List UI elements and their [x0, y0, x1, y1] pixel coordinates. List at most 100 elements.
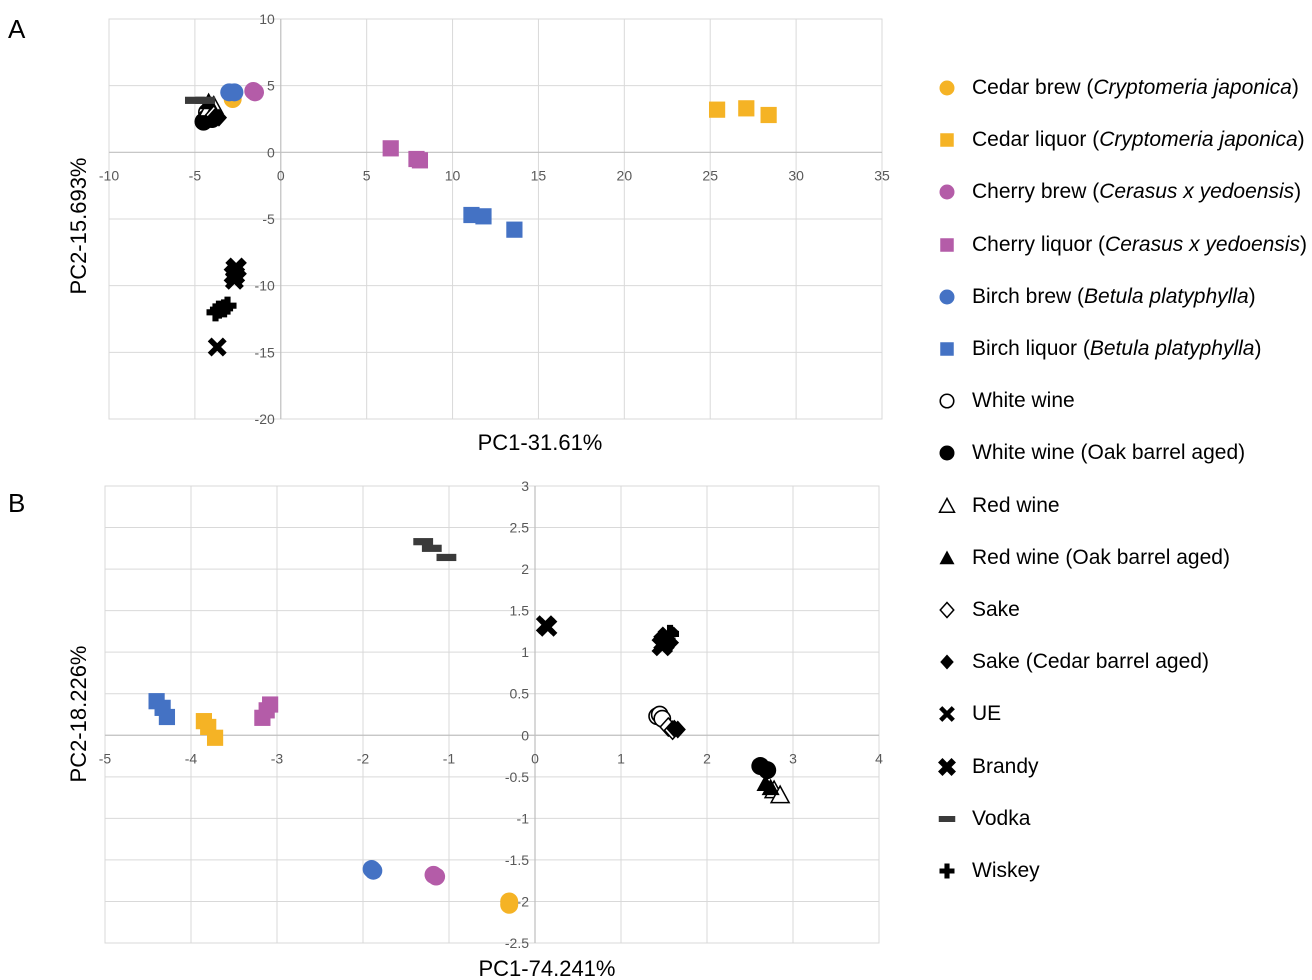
legend-marker: [939, 289, 955, 305]
legend-marker: [939, 393, 955, 409]
y-tick-label: -1.5: [505, 852, 529, 868]
x-tick-label: -5: [189, 167, 202, 183]
legend-item-birch-brew: Birch brew (Betula platyphylla): [930, 271, 1256, 323]
x-tick-label: 35: [874, 167, 890, 183]
legend-label-tail: ): [1254, 337, 1262, 360]
x-tick-label: -4: [185, 750, 198, 766]
series-birch-liquor: [148, 693, 176, 726]
legend-marker-wiskey: [939, 863, 955, 879]
legend-marker-sake: [939, 601, 955, 619]
legend-label-tail: ): [1297, 128, 1305, 152]
legend-label-text: White wine: [972, 389, 1075, 413]
legend-item-cherry-liquor: Cherry liquor (Cerasus x yedoensis): [930, 219, 1307, 271]
legend-label-species: Cryptomeria japonica: [1099, 128, 1298, 152]
y-tick-label: 0: [267, 144, 275, 160]
data-point-birch-liquor: [158, 708, 176, 726]
legend-label-species: Betula platyphylla: [1084, 284, 1249, 308]
legend-label-text: Brandy: [972, 754, 1039, 778]
series-cherry-liquor: [382, 140, 429, 169]
y-tick-label: -2.5: [505, 935, 529, 951]
x-tick-label: 2: [703, 750, 711, 766]
legend-label-text: Cherry liquor (: [972, 232, 1106, 256]
legend-label: Cedar liquor (Cryptomeria japonica): [972, 128, 1305, 152]
data-point-cherry-liquor: [262, 696, 279, 713]
x-tick-label: 1: [617, 750, 625, 766]
x-tick-label: -3: [271, 750, 284, 766]
legend-item-white-wine: White wine: [930, 375, 1075, 427]
x-tick-label: 0: [531, 750, 539, 766]
x-tick-label: 25: [702, 167, 718, 183]
x-tick-label: 10: [445, 167, 461, 183]
legend-label-tail: ): [1248, 284, 1256, 308]
x-tick-label: -10: [99, 167, 119, 183]
series-birch-brew: [362, 860, 383, 880]
legend-label: Cedar brew (Cryptomeria japonica): [972, 76, 1299, 100]
legend-item-red-wine: Red wine: [930, 480, 1060, 532]
x-tick-label: 4: [875, 750, 883, 766]
legend-marker: [939, 550, 955, 565]
legend-marker: [940, 342, 954, 356]
series-white-wine-oak: [751, 757, 777, 780]
legend-marker: [938, 815, 956, 822]
series-wiskey: [657, 624, 680, 650]
legend-label: Brandy: [972, 755, 1039, 779]
x-tick-label: 30: [788, 167, 804, 183]
legend-marker-ue: [939, 706, 955, 723]
x-tick-label: 20: [617, 167, 633, 183]
legend-label-tail: ): [1299, 232, 1307, 256]
series-birch-brew: [220, 83, 244, 102]
legend-marker-red-wine-oak: [939, 550, 955, 565]
legend-label-species: Cerasus x yedoensis: [1099, 180, 1295, 204]
legend-marker-brandy: [938, 757, 956, 776]
y-tick-label: 10: [259, 11, 275, 27]
legend-item-red-wine-oak: Red wine (Oak barrel aged): [930, 532, 1230, 584]
legend-item-wiskey: Wiskey: [930, 845, 1040, 897]
legend-item-sake-cedar: Sake (Cedar barrel aged): [930, 636, 1209, 688]
data-point-cedar-liquor: [708, 101, 726, 118]
legend-label-text: Vodka: [972, 806, 1031, 830]
data-point-cedar-liquor: [206, 729, 224, 746]
data-point-white-wine-oak: [758, 761, 777, 780]
legend-marker: [940, 133, 954, 147]
series-brandy: [223, 257, 247, 286]
legend-label-text: Cedar brew (: [972, 76, 1094, 99]
y-tick-label: 1: [521, 644, 529, 660]
legend-label-tail: ): [1294, 180, 1302, 204]
legend-label-text: UE: [972, 702, 1002, 726]
legend-label-text: Birch brew (: [972, 284, 1085, 308]
y-tick-label: 2: [521, 561, 529, 577]
legend-item-white-wine-oak: White wine (Oak barrel aged): [930, 427, 1245, 479]
legend-label: Sake (Cedar barrel aged): [972, 650, 1209, 674]
data-point-cedar-brew: [500, 892, 519, 911]
data-point-cherry-liquor: [382, 140, 399, 157]
series-sake-cedar: [666, 719, 686, 739]
y-tick-label: 1.5: [510, 603, 530, 619]
data-point-vodka: [413, 538, 434, 546]
legend-marker: [939, 863, 955, 879]
y-tick-label: 5: [267, 78, 275, 94]
x-tick-label: 0: [277, 167, 285, 183]
legend-marker-cedar-liquor: [940, 133, 954, 147]
legend-marker: [939, 706, 955, 723]
legend-item-birch-liquor: Birch liquor (Betula platyphylla): [930, 323, 1261, 375]
series-white-wine: [648, 705, 672, 728]
plot-area-border: [104, 485, 880, 944]
legend-label: Red wine (Oak barrel aged): [972, 546, 1230, 570]
data-point-vodka: [436, 553, 457, 562]
legend-item-cherry-brew: Cherry brew (Cerasus x yedoensis): [930, 166, 1301, 218]
y-tick-label: -15: [255, 344, 275, 360]
x-tick-label: 5: [363, 167, 371, 183]
data-point-wiskey: [657, 631, 676, 650]
legend-label: Cherry brew (Cerasus x yedoensis): [972, 180, 1301, 204]
legend-marker: [939, 601, 955, 619]
legend-marker-birch-brew: [939, 289, 955, 305]
series-vodka: [413, 538, 457, 562]
legend-marker-sake-cedar: [940, 654, 954, 670]
data-point-vodka: [184, 96, 205, 104]
legend-label-species: Cryptomeria japonica: [1093, 76, 1292, 99]
x-tick-label: -1: [443, 750, 456, 766]
data-point-wiskey: [209, 300, 228, 319]
y-tick-label: 0.5: [510, 686, 530, 702]
legend-marker: [939, 80, 955, 96]
